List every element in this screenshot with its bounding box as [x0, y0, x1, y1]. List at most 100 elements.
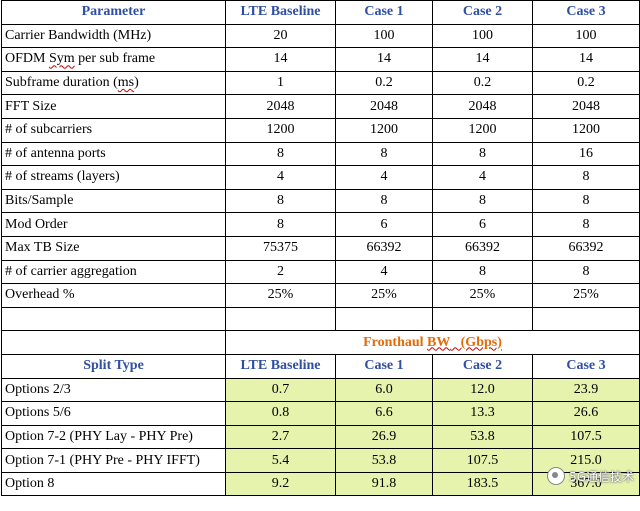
split-value: 26.9: [335, 424, 433, 450]
split-row: Option 7-1 (PHY Pre - PHY IFFT) 5.4 53.8…: [1, 448, 640, 473]
spellcheck-word: Sym: [48, 51, 75, 67]
param-value: 66392: [335, 235, 433, 261]
param-value: 0.2: [432, 70, 533, 96]
param-value: 2048: [432, 94, 533, 119]
param-label: Bits/Sample: [1, 188, 226, 214]
split-value: 6.0: [335, 377, 433, 403]
split-value: 13.3: [432, 401, 533, 426]
param-value: 75375: [225, 235, 336, 261]
param-value: 2048: [335, 94, 433, 119]
param-value: 25%: [432, 283, 533, 308]
empty-cell: [225, 306, 336, 332]
header-case-3: Case 3: [532, 0, 640, 25]
param-label: # of streams (layers): [1, 165, 226, 190]
param-value: 14: [532, 47, 640, 72]
split-label: Option 7-2 (PHY Lay - PHY Pre): [1, 424, 226, 450]
param-row: OFDM Sym per sub frame 14 14 14 14: [1, 47, 640, 72]
param-row: # of carrier aggregation 2 4 8 8: [1, 259, 640, 285]
split-value: 9.2: [225, 471, 336, 497]
fronthaul-unit: (Gbps): [450, 334, 502, 350]
param-label: Subframe duration (ms): [1, 70, 226, 96]
param-value: 1200: [432, 117, 533, 143]
wechat-logo-icon: [547, 467, 566, 485]
split-label: Option 8: [1, 471, 226, 497]
split-value: 23.9: [532, 377, 640, 403]
param-row: Carrier Bandwidth (MHz) 20 100 100 100: [1, 23, 640, 49]
fronthaul-bw-heading: Fronthaul BW (Gbps): [225, 330, 640, 355]
header-case-1: Case 1: [335, 353, 433, 379]
param-value: 8: [225, 212, 336, 237]
split-label: Options 2/3: [1, 377, 226, 403]
header-lte-baseline: LTE Baseline: [225, 353, 336, 379]
param-label-part: OFDM: [5, 51, 49, 67]
param-label-part: ): [134, 75, 139, 91]
empty-cell: [432, 306, 533, 332]
param-label: # of carrier aggregation: [1, 259, 226, 285]
header-case-2: Case 2: [432, 353, 533, 379]
param-value: 66392: [532, 235, 640, 261]
param-row: Mod Order 8 6 6 8: [1, 212, 640, 237]
param-row: # of streams (layers) 4 4 4 8: [1, 165, 640, 190]
param-label: Max TB Size: [1, 235, 226, 261]
param-value: 2048: [225, 94, 336, 119]
param-value: 4: [335, 259, 433, 285]
param-value: 8: [432, 188, 533, 214]
param-value: 8: [532, 259, 640, 285]
param-value: 1: [225, 70, 336, 96]
param-value: 100: [335, 23, 433, 49]
param-value: 25%: [335, 283, 433, 308]
param-value: 0.2: [532, 70, 640, 96]
param-row: # of subcarriers 1200 1200 1200 1200: [1, 117, 640, 143]
param-value: 14: [335, 47, 433, 72]
split-value: 0.8: [225, 401, 336, 426]
param-value: 14: [432, 47, 533, 72]
parameter-table: Parameter LTE Baseline Case 1 Case 2 Cas…: [1, 0, 640, 497]
param-label: # of antenna ports: [1, 141, 226, 167]
split-value: 2.7: [225, 424, 336, 450]
split-row: Options 5/6 0.8 6.6 13.3 26.6: [1, 401, 640, 426]
empty-cell: [1, 330, 226, 355]
empty-cell: [1, 306, 226, 332]
param-row: FFT Size 2048 2048 2048 2048: [1, 94, 640, 119]
param-value: 8: [532, 212, 640, 237]
param-label: Mod Order: [1, 212, 226, 237]
param-value: 8: [225, 188, 336, 214]
param-value: 66392: [432, 235, 533, 261]
split-value: 183.5: [432, 471, 533, 497]
param-label: OFDM Sym per sub frame: [1, 47, 226, 72]
param-value: 0.2: [335, 70, 433, 96]
fronthaul-row: Fronthaul BW (Gbps): [1, 330, 640, 355]
param-value: 2: [225, 259, 336, 285]
header-case-3: Case 3: [532, 353, 640, 379]
param-value: 1200: [335, 117, 433, 143]
param-value: 25%: [532, 283, 640, 308]
header-case-1: Case 1: [335, 0, 433, 25]
param-label: Overhead %: [1, 283, 226, 308]
param-label: Carrier Bandwidth (MHz): [1, 23, 226, 49]
split-value: 91.8: [335, 471, 433, 497]
watermark-text: 5G通信技术: [569, 469, 634, 484]
fronthaul-label: Fronthaul: [363, 334, 428, 350]
split-header-row: Split Type LTE Baseline Case 1 Case 2 Ca…: [1, 353, 640, 379]
param-label: # of subcarriers: [1, 117, 226, 143]
header-parameter: Parameter: [1, 0, 226, 25]
split-value: 215.0: [532, 448, 640, 473]
param-value: 6: [335, 212, 433, 237]
header-case-2: Case 2: [432, 0, 533, 25]
watermark: 5G通信技术: [547, 467, 634, 485]
param-value: 8: [335, 141, 433, 167]
param-value: 100: [532, 23, 640, 49]
split-value: 107.5: [532, 424, 640, 450]
param-value: 8: [532, 165, 640, 190]
split-value: 367.0: [532, 471, 640, 497]
param-row: Bits/Sample 8 8 8 8: [1, 188, 640, 214]
header-split-type: Split Type: [1, 353, 226, 379]
split-value: 53.8: [335, 448, 433, 473]
param-value: 8: [432, 141, 533, 167]
param-value: 8: [335, 188, 433, 214]
split-value: 107.5: [432, 448, 533, 473]
param-value: 4: [335, 165, 433, 190]
param-value: 16: [532, 141, 640, 167]
empty-cell: [335, 306, 433, 332]
param-value: 8: [225, 141, 336, 167]
